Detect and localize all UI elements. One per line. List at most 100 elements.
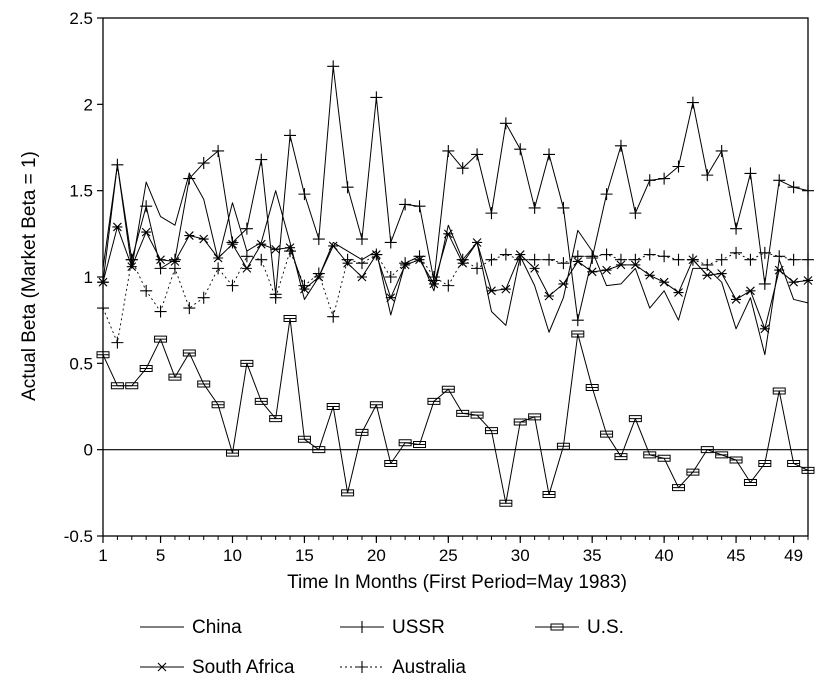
data-point-ussr xyxy=(284,129,297,142)
data-point-u-s xyxy=(398,439,412,447)
data-point-ussr xyxy=(600,188,613,201)
data-point-ussr xyxy=(701,169,714,182)
data-point-ussr xyxy=(672,160,685,173)
data-point-ussr xyxy=(442,144,455,157)
data-point-u-s xyxy=(110,382,124,390)
data-point-south-africa xyxy=(702,270,713,280)
data-point-south-africa xyxy=(615,260,626,270)
data-point-ussr xyxy=(427,274,440,287)
data-point-ussr xyxy=(312,233,325,246)
x-tick-label: 30 xyxy=(511,546,530,565)
x-tick-label: 10 xyxy=(223,546,242,565)
data-point-australia xyxy=(197,291,210,304)
legend-item-ussr: USSR xyxy=(340,617,445,638)
legend-label: South Africa xyxy=(192,657,295,678)
data-point-ussr xyxy=(543,148,556,161)
data-point-ussr xyxy=(658,172,671,185)
data-point-ussr xyxy=(226,236,239,249)
data-point-south-africa xyxy=(241,263,252,273)
data-point-ussr xyxy=(255,153,268,166)
data-point-ussr xyxy=(528,201,541,214)
data-point-australia xyxy=(154,305,167,318)
data-point-south-africa xyxy=(687,255,698,265)
data-point-u-s xyxy=(672,484,686,492)
data-point-u-s xyxy=(297,435,311,443)
data-point-ussr xyxy=(197,157,210,170)
data-point-ussr xyxy=(327,60,340,73)
series-ussr xyxy=(97,60,814,327)
data-point-u-s xyxy=(499,499,513,507)
data-point-australia xyxy=(327,310,340,323)
plot-area xyxy=(96,60,815,507)
data-point-south-africa xyxy=(184,231,195,240)
data-point-ussr xyxy=(154,262,167,275)
data-point-u-s xyxy=(758,459,772,467)
data-point-south-africa xyxy=(644,270,655,280)
data-point-u-s xyxy=(600,430,614,438)
legend-item-south-africa: South Africa xyxy=(140,657,295,678)
data-point-australia xyxy=(183,302,196,315)
data-point-australia xyxy=(226,279,239,292)
data-point-ussr xyxy=(514,143,527,156)
data-point-ussr xyxy=(212,144,225,157)
data-point-south-africa xyxy=(112,222,123,232)
data-point-australia xyxy=(212,262,225,275)
data-point-south-africa xyxy=(601,265,612,275)
data-point-south-africa xyxy=(515,250,526,259)
data-point-south-africa xyxy=(443,229,454,239)
data-point-u-s xyxy=(614,453,628,461)
data-point-south-africa xyxy=(659,277,670,287)
data-point-australia xyxy=(384,271,397,283)
data-point-south-africa xyxy=(313,272,324,282)
data-point-south-africa xyxy=(788,277,799,287)
data-point-australia xyxy=(744,253,757,266)
y-tick-label: 2.5 xyxy=(69,9,93,28)
data-point-australia xyxy=(629,253,642,266)
series-china xyxy=(102,164,809,356)
data-point-ussr xyxy=(341,181,354,194)
y-tick-label: 0 xyxy=(84,441,93,460)
x-tick-label: 35 xyxy=(583,546,602,565)
legend-marker xyxy=(356,621,368,633)
data-point-australia xyxy=(571,250,584,263)
data-point-south-africa xyxy=(414,255,425,265)
data-point-ussr xyxy=(571,314,584,327)
legend-marker xyxy=(550,623,564,631)
data-point-south-africa xyxy=(126,262,137,272)
legend-label: USSR xyxy=(392,617,445,638)
data-point-south-africa xyxy=(270,244,281,254)
series-australia xyxy=(97,245,814,349)
data-point-u-s xyxy=(154,335,168,343)
x-tick-label: 20 xyxy=(367,546,386,565)
data-point-u-s xyxy=(571,330,585,338)
y-tick-label: -0.5 xyxy=(64,527,93,546)
data-point-australia xyxy=(255,253,268,266)
data-point-ussr xyxy=(399,198,412,211)
data-point-u-s xyxy=(585,384,599,392)
data-point-ussr xyxy=(730,222,743,235)
data-point-u-s xyxy=(743,478,757,486)
data-point-u-s xyxy=(283,314,297,322)
data-point-ussr xyxy=(183,172,196,185)
data-point-u-s xyxy=(456,409,470,417)
data-point-u-s xyxy=(125,382,139,390)
data-point-u-s xyxy=(513,418,527,426)
data-point-u-s xyxy=(470,411,484,419)
data-point-ussr xyxy=(773,174,786,187)
x-tick-label: 40 xyxy=(655,546,674,565)
data-point-south-africa xyxy=(213,253,224,263)
data-point-ussr xyxy=(355,233,368,246)
data-point-australia xyxy=(442,279,455,292)
data-point-ussr xyxy=(125,253,138,266)
x-tick-label: 5 xyxy=(156,546,165,565)
data-point-south-africa xyxy=(544,291,555,301)
legend-label: Australia xyxy=(392,657,466,678)
data-point-australia xyxy=(528,253,541,266)
data-point-ussr xyxy=(586,252,599,265)
data-point-australia xyxy=(140,284,153,297)
data-point-south-africa xyxy=(716,269,727,278)
data-point-south-africa xyxy=(328,241,339,251)
data-point-u-s xyxy=(413,440,427,448)
data-point-south-africa xyxy=(472,238,483,247)
y-tick-label: 0.5 xyxy=(69,354,93,373)
